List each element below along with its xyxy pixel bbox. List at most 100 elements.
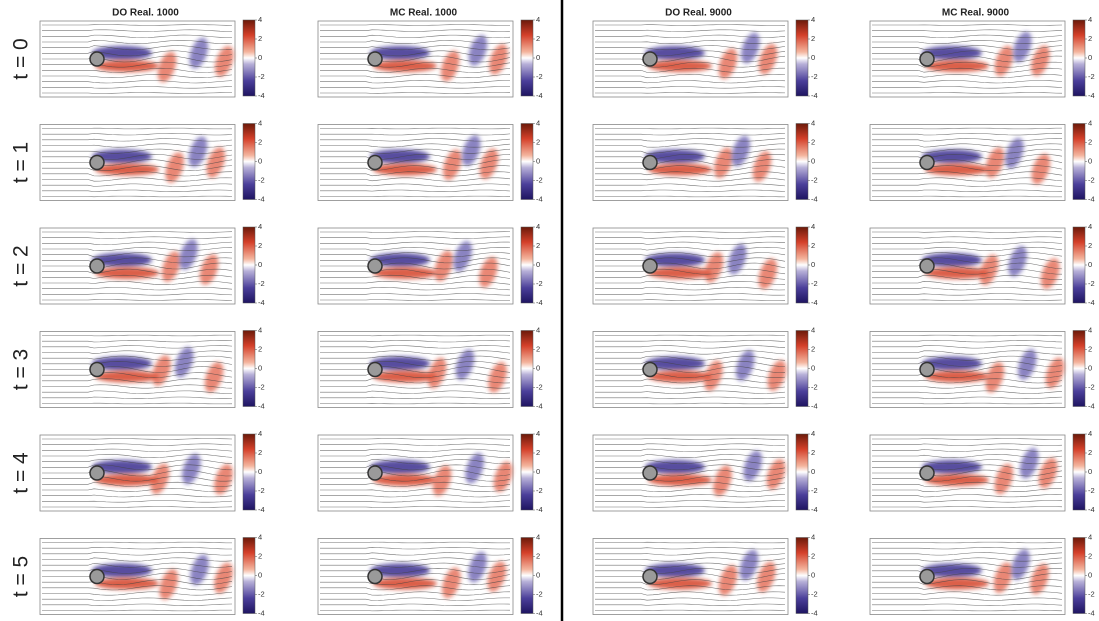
vortex-blue: [922, 149, 982, 164]
streamline: [320, 195, 511, 198]
streamline: [872, 488, 1062, 492]
colorbar: [795, 330, 809, 407]
streamline: [594, 459, 786, 465]
streamline: [320, 177, 511, 182]
column-title: DO Real. 1000: [112, 8, 179, 19]
streamline: [595, 469, 786, 477]
vortex-blue: [922, 253, 982, 267]
vortex-red: [1045, 357, 1065, 389]
streamline: [871, 355, 1063, 361]
colorbar-tick-label: 4: [811, 15, 815, 24]
streamline: [871, 345, 1063, 349]
colorbar: [520, 537, 534, 614]
colorbar: [795, 19, 809, 97]
vortex-red: [718, 565, 738, 596]
cylinder: [367, 465, 383, 481]
colorbar-tick-label: -2: [1088, 175, 1095, 184]
streamline: [871, 45, 1063, 51]
colorbar-tick-label: 4: [811, 532, 815, 541]
colorbar-tick-label: 2: [258, 34, 262, 43]
colorbar-tick-label: 4: [536, 222, 540, 231]
streamline: [41, 241, 233, 245]
streamline: [595, 143, 786, 148]
streamline: [319, 148, 511, 154]
streamline: [871, 293, 1063, 296]
streamline: [319, 390, 511, 394]
colorbar-tick-label: 2: [536, 344, 540, 353]
streamline: [872, 159, 1063, 166]
streamline: [42, 231, 233, 233]
streamline: [871, 597, 1063, 601]
streamline: [871, 165, 1063, 171]
streamline: [319, 268, 511, 275]
colorbar-tick-label: -4: [811, 401, 818, 410]
streamline: [41, 585, 233, 591]
streamline: [872, 469, 1063, 477]
streamline: [594, 50, 786, 57]
colorbar-tick-label: 0: [258, 156, 262, 165]
colorbar: [520, 19, 534, 97]
streamline: [41, 183, 233, 187]
vortex-blue: [739, 549, 759, 581]
streamline: [320, 384, 511, 389]
colorbar-tick-label: -4: [811, 194, 818, 203]
vortex-red: [479, 256, 498, 288]
streamline: [594, 61, 786, 68]
streamline: [871, 562, 1063, 568]
streamline: [871, 29, 1063, 32]
flow-panel: 4 2 0 -2 -4: [869, 222, 1095, 307]
colorbar-tick-label: 4: [811, 429, 815, 438]
flow-panel: 4 2 0 -2 -4: [317, 222, 543, 307]
streamline: [871, 257, 1063, 264]
vortex-red: [648, 577, 712, 590]
streamline: [42, 609, 232, 612]
colorbar-tick-label: 0: [536, 570, 540, 579]
colorbar-tick-label: 4: [811, 222, 815, 231]
colorbar-tick-label: 0: [811, 467, 815, 476]
colorbar-tick-label: 0: [1088, 53, 1092, 62]
streamline: [871, 547, 1063, 550]
streamline: [872, 195, 1062, 198]
streamline: [594, 148, 786, 154]
colorbar-tick-label: 2: [1088, 137, 1092, 146]
streamline: [41, 481, 233, 487]
streamline: [319, 183, 511, 187]
streamline: [595, 557, 786, 562]
vortex-red: [373, 267, 437, 279]
streamline: [319, 481, 511, 487]
streamline: [871, 252, 1063, 258]
streamline: [871, 67, 1063, 73]
streamline: [319, 80, 510, 84]
colorbar-tick-label: 2: [811, 344, 815, 353]
streamline: [872, 506, 1063, 508]
flow-panel: 4 2 0 -2 -4: [592, 15, 818, 100]
vortex-red: [704, 360, 723, 391]
vortex-blue: [922, 460, 982, 474]
streamline: [41, 494, 233, 498]
vortex-red: [648, 60, 712, 72]
vortex-red: [757, 561, 776, 593]
streamline: [319, 475, 511, 482]
vortex-red: [704, 252, 724, 283]
streamline: [872, 454, 1063, 458]
cylinder: [919, 465, 935, 481]
cylinder: [89, 465, 105, 481]
streamline: [594, 562, 786, 568]
colorbar-tick-label: -4: [536, 401, 543, 410]
colorbar-tick-label: -2: [1088, 486, 1095, 495]
colorbar-tick-label: -4: [536, 298, 543, 307]
colorbar-tick-label: 0: [536, 363, 540, 372]
streamline: [871, 378, 1063, 384]
vortex-blue: [1013, 31, 1032, 63]
colorbar-tick-label: 4: [536, 118, 540, 127]
colorbar-tick-label: 0: [258, 467, 262, 476]
flow-panel: 4 2 0 -2 -4: [317, 118, 543, 203]
streamline: [42, 127, 233, 130]
vortex-red: [373, 60, 437, 72]
streamline: [41, 293, 233, 296]
streamline: [594, 464, 786, 471]
colorbar-tick-label: 4: [258, 222, 262, 231]
streamline: [319, 448, 511, 452]
